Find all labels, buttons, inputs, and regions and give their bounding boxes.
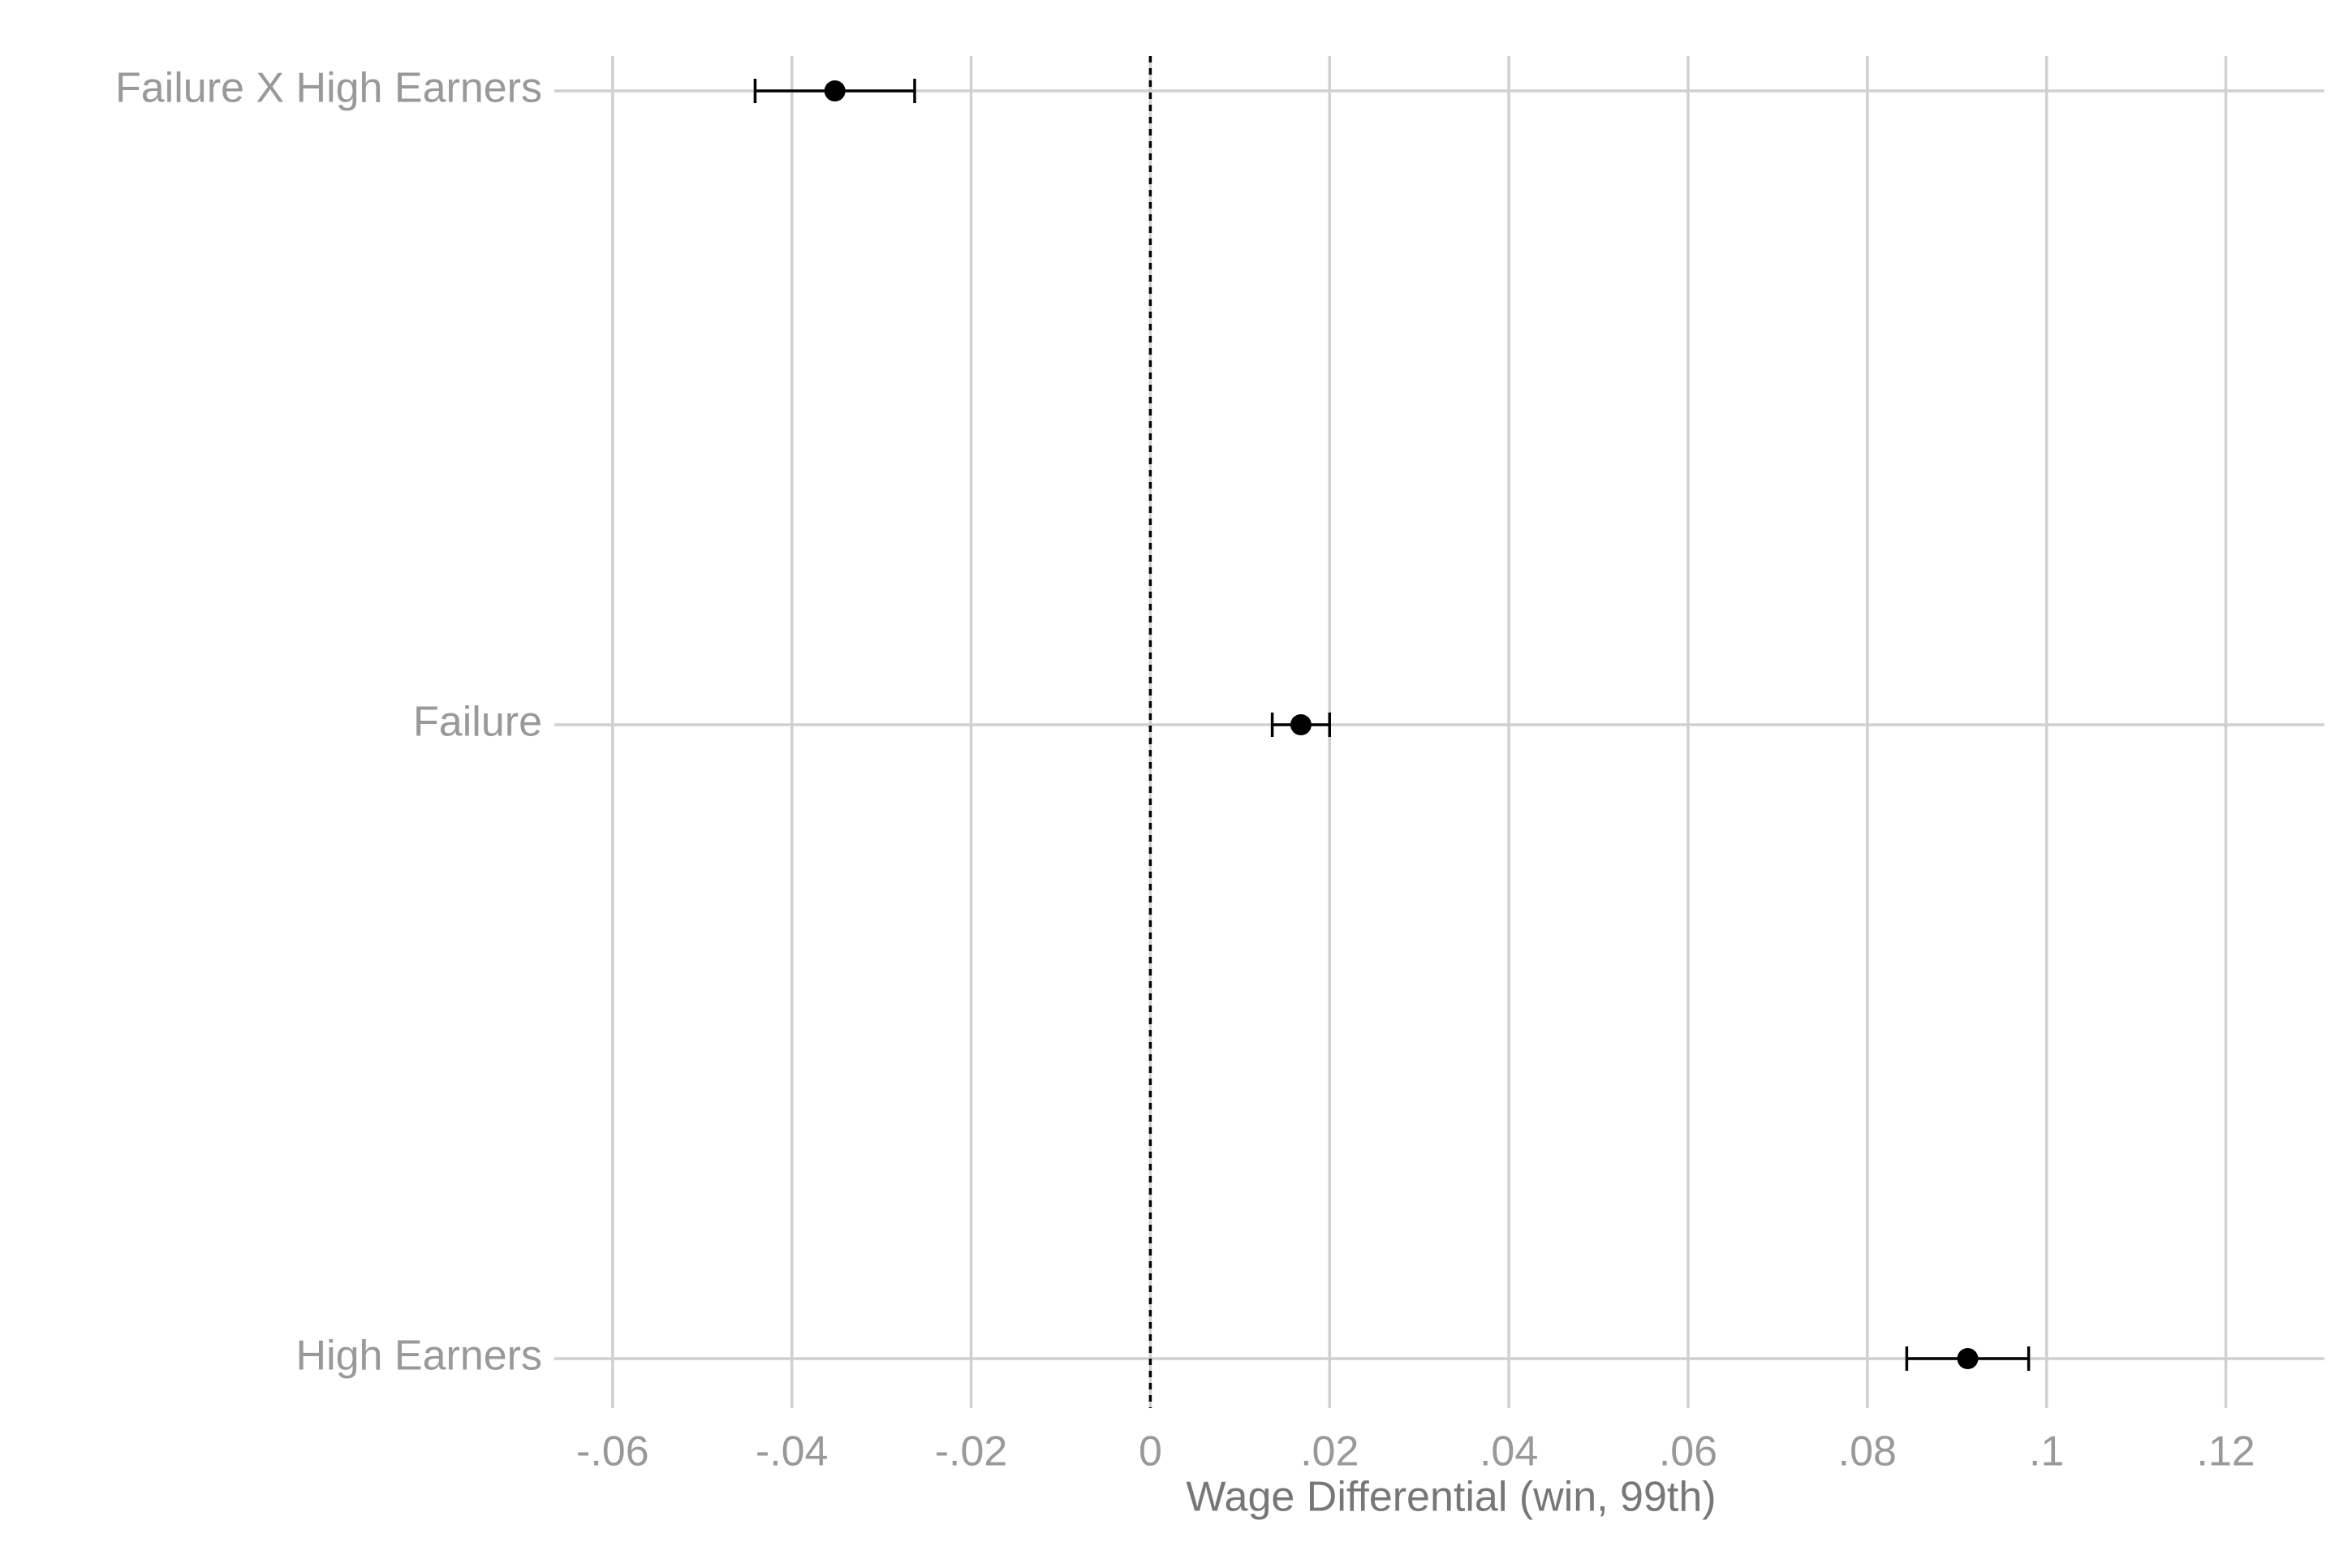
point (824, 80, 846, 101)
x-tick-label: -.02 (935, 1428, 1008, 1475)
x-tick-label: .08 (1838, 1428, 1897, 1475)
x-axis-title: Wage Differential (win, 99th) (1186, 1474, 1716, 1521)
x-tick-label: -.04 (756, 1428, 829, 1475)
x-tick-label: .06 (1659, 1428, 1717, 1475)
point (1290, 714, 1312, 735)
y-tick-label: High Earners (296, 1333, 542, 1380)
x-tick-label: 0 (1139, 1428, 1162, 1475)
x-tick-label: .12 (2196, 1428, 2255, 1475)
x-tick-label: .02 (1300, 1428, 1359, 1475)
x-tick-label: -.06 (576, 1428, 649, 1475)
point (1957, 1348, 1979, 1369)
y-tick-label: Failure (413, 699, 542, 746)
x-tick-label: .04 (1480, 1428, 1538, 1475)
y-tick-label: Failure X High Earners (115, 65, 542, 112)
x-tick-label: .1 (2029, 1428, 2064, 1475)
